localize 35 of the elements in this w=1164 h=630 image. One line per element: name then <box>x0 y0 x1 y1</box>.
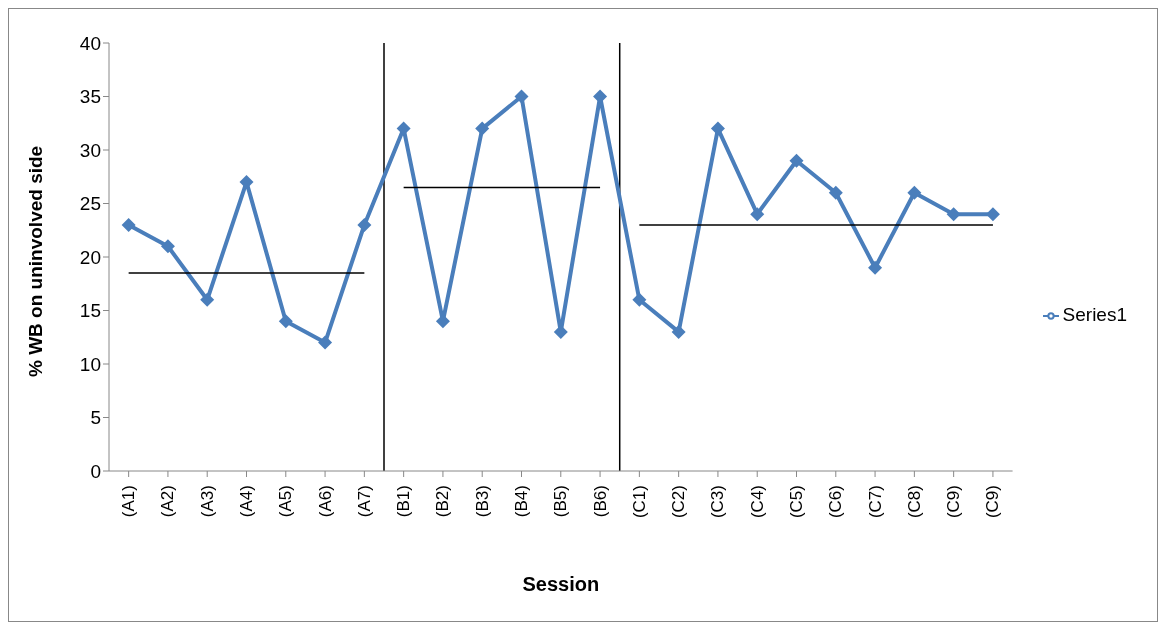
x-tick-label: (C9) <box>944 485 964 519</box>
x-tick-label: (C3) <box>708 485 728 519</box>
x-tick-label: (C6) <box>826 485 846 519</box>
y-tick-label: 20 <box>79 246 101 268</box>
y-tick-label: 15 <box>79 300 101 322</box>
x-tick-label: (C7) <box>865 485 885 519</box>
x-tick-label: (A4) <box>237 485 256 518</box>
x-tick-label: (A6) <box>315 485 335 518</box>
x-tick-label: (C5) <box>787 485 807 519</box>
legend-label: Series1 <box>1062 304 1127 325</box>
y-tick-label: 0 <box>90 460 101 482</box>
x-tick-label: (A2) <box>158 485 178 518</box>
x-tick-label: (B1) <box>394 485 414 518</box>
y-tick-label: 35 <box>79 86 101 108</box>
x-tick-label: (C9) <box>983 485 1003 519</box>
x-tick-label: (A1) <box>119 485 139 518</box>
x-tick-label: (C1) <box>629 485 649 519</box>
y-tick-label: 40 <box>79 32 101 54</box>
x-tick-label: (A5) <box>276 485 296 518</box>
y-tick-label: 10 <box>79 353 101 375</box>
x-tick-label: (B6) <box>590 485 610 518</box>
x-axis-title: Session <box>522 573 600 595</box>
x-tick-label: (B3) <box>472 485 492 518</box>
x-tick-label: (A7) <box>354 485 374 518</box>
y-tick-label: 25 <box>79 193 101 215</box>
x-tick-label: (C8) <box>904 485 924 519</box>
y-axis-title: % WB on uninvolved side <box>24 145 46 377</box>
y-tick-label: 5 <box>90 407 101 429</box>
x-tick-label: (B4) <box>512 485 531 518</box>
x-tick-label: (C4) <box>747 485 767 519</box>
x-tick-label: (B2) <box>433 485 453 518</box>
x-tick-label: (B5) <box>551 485 571 518</box>
x-tick-label: (C2) <box>669 485 689 519</box>
y-tick-label: 30 <box>79 139 101 161</box>
x-tick-label: (A3) <box>197 485 217 518</box>
